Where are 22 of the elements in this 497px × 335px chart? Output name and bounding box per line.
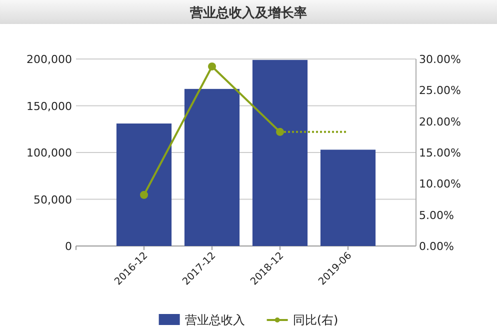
point bbox=[208, 62, 216, 70]
bar bbox=[184, 88, 240, 246]
bar bbox=[252, 60, 308, 246]
y-tick-label: 100,000 bbox=[26, 146, 72, 160]
y2-tick-label: 15.00% bbox=[419, 146, 461, 160]
legend-label: 营业总收入 bbox=[184, 313, 245, 327]
y2-tick-label: 30.00% bbox=[419, 53, 461, 66]
y2-tick-label: 0.00% bbox=[419, 240, 454, 253]
y2-tick-label: 10.00% bbox=[419, 178, 461, 191]
y-tick-label: 150,000 bbox=[26, 100, 72, 113]
y-tick-label: 50,000 bbox=[34, 193, 72, 206]
y-tick-label: 0 bbox=[65, 240, 72, 253]
point bbox=[276, 128, 284, 136]
bar bbox=[116, 124, 172, 246]
y-tick-label: 200,000 bbox=[26, 53, 72, 66]
y2-tick-label: 25.00% bbox=[419, 84, 461, 98]
legend-label: 同比(右) bbox=[292, 313, 338, 327]
chart-title: 营业总收入及增长率 bbox=[189, 5, 307, 21]
point bbox=[140, 190, 148, 199]
y2-tick-label: 5.00% bbox=[419, 208, 454, 222]
y2-tick-label: 20.00% bbox=[419, 115, 461, 128]
bar bbox=[320, 150, 376, 246]
